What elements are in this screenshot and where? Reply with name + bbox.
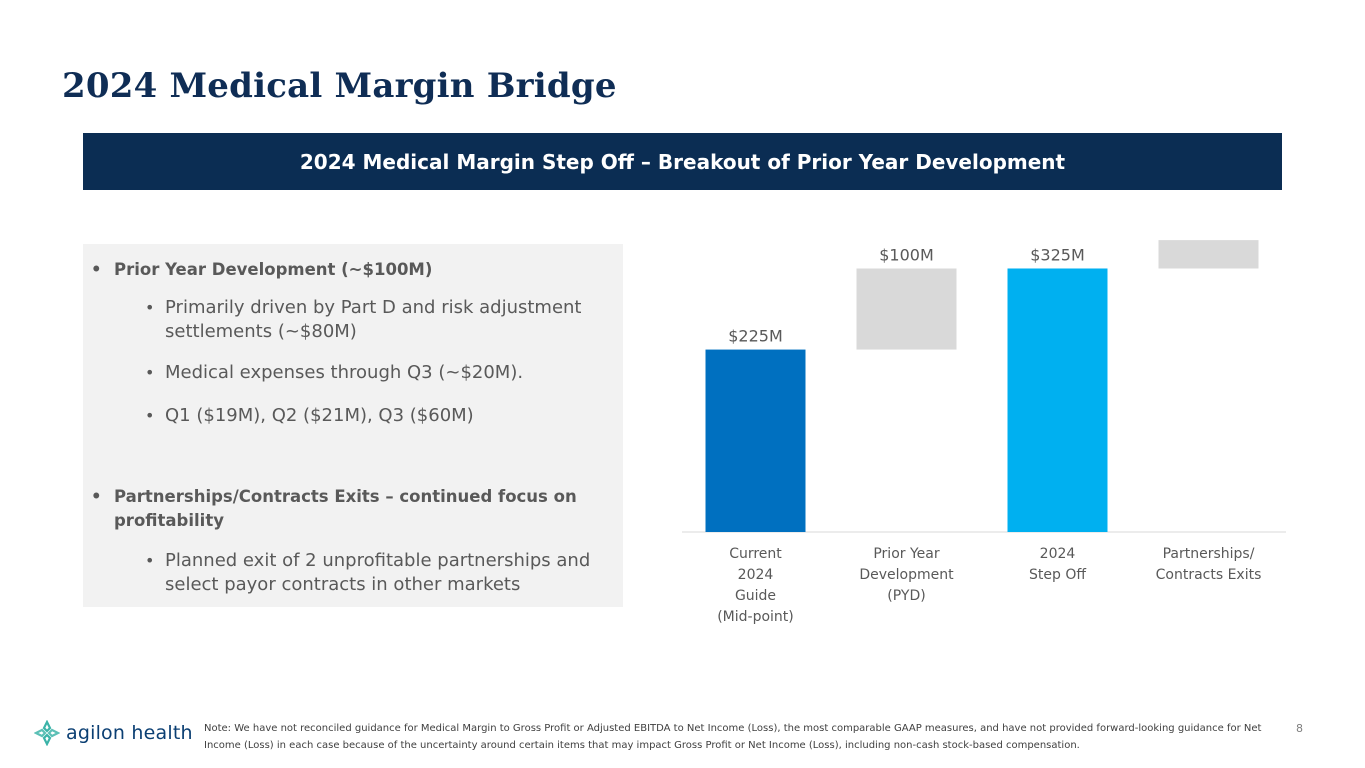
banner-text: 2024 Medical Margin Step Off – Breakout … — [299, 149, 1066, 174]
data-label: $225M — [728, 327, 783, 346]
page-number: 8 — [1296, 722, 1303, 735]
bullet-text: Primarily driven by Part D and risk adju… — [165, 297, 582, 342]
x-tick-label: 2024 — [738, 567, 774, 583]
bullet-text: Partnerships/Contracts Exits – continued… — [114, 487, 577, 530]
agilon-logo: agilon health — [34, 720, 193, 746]
bar-1 — [705, 349, 806, 532]
bullet-dot: • — [145, 551, 155, 570]
footnote: Note: We have not reconciled guidance fo… — [204, 723, 1262, 751]
bullet-text: Planned exit of 2 unprofitable partnersh… — [165, 550, 591, 595]
data-label: $325M — [1030, 245, 1085, 264]
bar-3 — [1007, 268, 1108, 532]
bullet-dot: • — [145, 363, 155, 382]
bullet-text: Medical expenses through Q3 (~$20M). — [165, 362, 524, 383]
x-tick-label: Prior Year — [873, 546, 939, 562]
page-title: 2024 Medical Margin Bridge — [62, 66, 617, 106]
x-tick-label: (PYD) — [887, 588, 925, 604]
bullet-dot: • — [145, 298, 155, 317]
bullet-dot: • — [91, 260, 102, 279]
bullet-dot: • — [91, 487, 102, 506]
bar-2 — [856, 268, 957, 350]
x-tick-label: Guide — [735, 588, 776, 604]
logo-text: agilon health — [66, 722, 193, 744]
x-tick-label: 2024 — [1040, 546, 1076, 562]
x-tick-label: Development — [859, 567, 954, 583]
x-tick-label: Step Off — [1029, 567, 1086, 583]
data-label: $100M — [879, 245, 934, 264]
x-tick-label: Partnerships/ — [1163, 546, 1255, 562]
section-banner: 2024 Medical Margin Step Off – Breakout … — [83, 133, 1282, 190]
bullet-text: Q1 ($19M), Q2 ($21M), Q3 ($60M) — [165, 405, 474, 426]
x-tick-label: (Mid-point) — [717, 609, 794, 625]
waterfall-chart: $225M Current 2024 Guide (Mid-point) $100M Pri… — [660, 230, 1300, 650]
bullet-panel: • Prior Year Development (~$100M) • Prim… — [83, 244, 623, 607]
logo-cross-icon — [34, 720, 60, 746]
x-tick-label: Current — [729, 546, 782, 562]
bullet-text: Prior Year Development (~$100M) — [114, 260, 433, 279]
bar-4 — [1158, 240, 1259, 269]
bullet-dot: • — [145, 406, 155, 425]
chart-svg: $225M Current 2024 Guide (Mid-point) $100M Pri… — [682, 240, 1286, 625]
x-tick-label: Contracts Exits — [1156, 567, 1262, 583]
